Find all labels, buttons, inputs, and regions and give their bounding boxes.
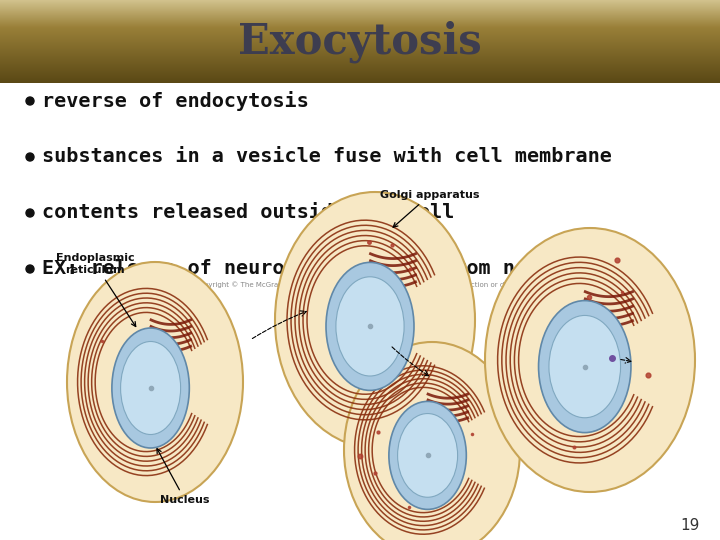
Text: substances in a vesicle fuse with cell membrane: substances in a vesicle fuse with cell m… (42, 147, 612, 166)
Ellipse shape (485, 228, 695, 492)
Text: Copyright © The McGraw-Hill Companies, Inc.  Permission required for reproductio: Copyright © The McGraw-Hill Companies, I… (194, 282, 526, 288)
Ellipse shape (397, 414, 458, 497)
Ellipse shape (539, 301, 631, 433)
Text: Nucleus: Nucleus (157, 449, 210, 505)
Text: Endoplasmic
reticulum: Endoplasmic reticulum (55, 253, 135, 327)
Circle shape (26, 209, 34, 217)
Text: EX: release of neurotransmitters from nerve cells: EX: release of neurotransmitters from ne… (42, 260, 636, 279)
Text: Golgi apparatus: Golgi apparatus (380, 190, 480, 227)
Circle shape (26, 153, 34, 161)
Text: Exocytosis: Exocytosis (238, 20, 482, 63)
Ellipse shape (344, 342, 520, 540)
Text: reverse of endocytosis: reverse of endocytosis (42, 91, 309, 111)
Ellipse shape (326, 262, 414, 390)
Text: 19: 19 (680, 517, 700, 532)
Ellipse shape (120, 341, 181, 435)
Circle shape (26, 97, 34, 105)
Circle shape (26, 265, 34, 273)
Ellipse shape (112, 328, 189, 448)
Ellipse shape (275, 192, 475, 448)
Ellipse shape (336, 277, 404, 376)
Ellipse shape (549, 315, 621, 418)
Ellipse shape (389, 401, 467, 509)
Text: contents released outside the cell: contents released outside the cell (42, 204, 454, 222)
Ellipse shape (67, 262, 243, 502)
